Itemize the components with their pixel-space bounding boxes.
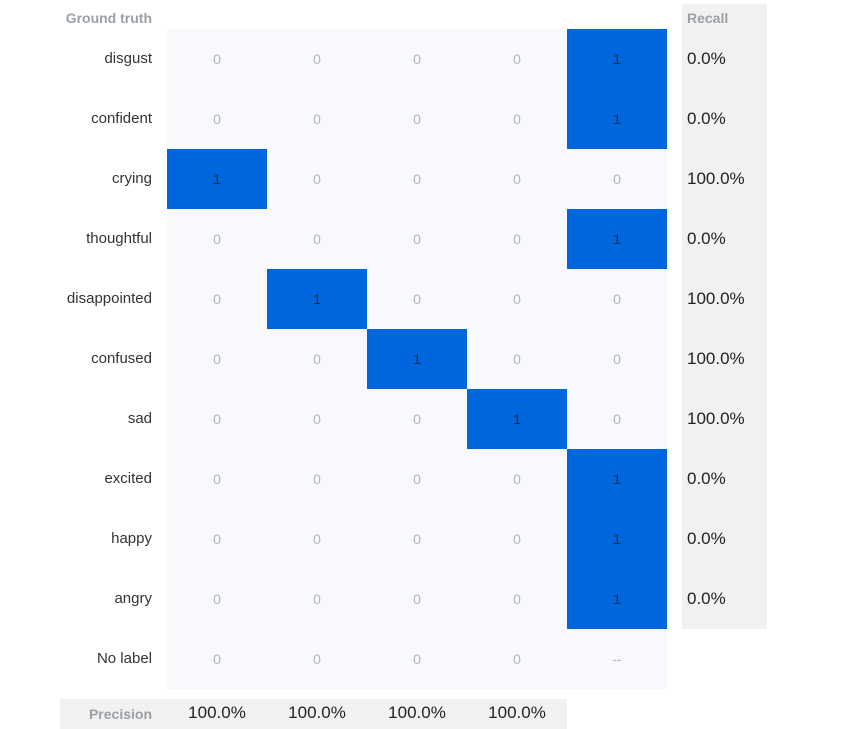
matrix-cell: 0: [513, 351, 521, 367]
matrix-cell: 0: [213, 651, 221, 667]
recall-value: 0.0%: [687, 109, 726, 128]
recall-value: 100.0%: [687, 169, 745, 188]
precision-value: 100.0%: [388, 703, 446, 722]
matrix-cell: 0: [213, 411, 221, 427]
matrix-cell: 0: [513, 171, 521, 187]
row-label: excited: [104, 470, 152, 487]
matrix-cell: 0: [213, 231, 221, 247]
row-label: crying: [111, 170, 152, 187]
recall-value: 0.0%: [687, 229, 726, 248]
matrix-cell: 0: [313, 591, 321, 607]
matrix-cell: 0: [313, 471, 321, 487]
row-label: thoughtful: [86, 230, 152, 247]
matrix-cell: 0: [213, 51, 221, 67]
matrix-cell: 0: [413, 471, 421, 487]
matrix-cell: 0: [413, 111, 421, 127]
matrix-cell: 0: [313, 531, 321, 547]
matrix-cell: 0: [513, 111, 521, 127]
recall-column-panel: [682, 4, 767, 629]
matrix-cell: 1: [567, 569, 667, 629]
matrix-cell: 1: [567, 209, 667, 269]
recall-value: 0.0%: [687, 49, 726, 68]
matrix-cell: 0: [513, 531, 521, 547]
ground-truth-header: Ground truth: [65, 10, 152, 26]
row-label: disappointed: [66, 290, 152, 307]
recall-value: 0.0%: [687, 469, 726, 488]
recall-value: 100.0%: [687, 409, 745, 428]
matrix-cell: 0: [513, 471, 521, 487]
precision-label: Precision: [88, 706, 152, 722]
matrix-cell: 0: [313, 651, 321, 667]
matrix-cell: 1: [567, 89, 667, 149]
matrix-cell: 0: [313, 111, 321, 127]
row-label: confused: [91, 350, 152, 367]
matrix-cell: 1: [267, 269, 367, 329]
precision-row-panel: [60, 699, 567, 729]
precision-value: 100.0%: [488, 703, 546, 722]
matrix-cell: 0: [413, 591, 421, 607]
precision-value: 100.0%: [188, 703, 246, 722]
matrix-cell: 1: [167, 149, 267, 209]
matrix-cell: 0: [513, 591, 521, 607]
matrix-cell: 0: [613, 171, 621, 187]
matrix-cell: 0: [213, 111, 221, 127]
matrix-cell: 0: [313, 231, 321, 247]
matrix-cell: 0: [213, 591, 221, 607]
matrix-cell: --: [612, 651, 622, 667]
matrix-cell: 0: [613, 411, 621, 427]
matrix-cell: 1: [567, 449, 667, 509]
matrix-cell: 0: [213, 351, 221, 367]
matrix-cell: 0: [613, 291, 621, 307]
row-label: confident: [91, 110, 152, 127]
matrix-cell: 0: [513, 651, 521, 667]
matrix-cell: 1: [467, 389, 567, 449]
matrix-cell: 0: [313, 411, 321, 427]
matrix-cell: 0: [313, 171, 321, 187]
matrix-cell: 0: [613, 351, 621, 367]
recall-value: 100.0%: [687, 349, 745, 368]
matrix-cell: 0: [513, 291, 521, 307]
matrix-cell: 1: [367, 329, 467, 389]
matrix-cell: 0: [413, 231, 421, 247]
row-label: No label: [96, 650, 152, 667]
matrix-cell: 0: [413, 651, 421, 667]
matrix-cell: 0: [413, 51, 421, 67]
matrix-cell: 1: [567, 29, 667, 89]
matrix-cell: 0: [213, 531, 221, 547]
matrix-cell: 0: [413, 411, 421, 427]
row-label: angry: [114, 590, 152, 607]
row-label: sad: [127, 410, 152, 427]
matrix-cell: 0: [413, 291, 421, 307]
recall-value: 0.0%: [687, 529, 726, 548]
precision-value: 100.0%: [288, 703, 346, 722]
matrix-cell: 0: [313, 51, 321, 67]
matrix-cell: 0: [213, 471, 221, 487]
recall-value: 100.0%: [687, 289, 745, 308]
recall-header: Recall: [687, 10, 729, 26]
matrix-cell: 0: [413, 171, 421, 187]
row-label: disgust: [104, 50, 152, 67]
matrix-cell: 0: [413, 531, 421, 547]
matrix-cell: 0: [513, 231, 521, 247]
recall-value: 0.0%: [687, 589, 726, 608]
matrix-cell: 0: [313, 351, 321, 367]
matrix-cell: 0: [213, 291, 221, 307]
matrix-cell: 0: [513, 51, 521, 67]
matrix-cell: 1: [567, 509, 667, 569]
row-label: happy: [111, 530, 152, 547]
